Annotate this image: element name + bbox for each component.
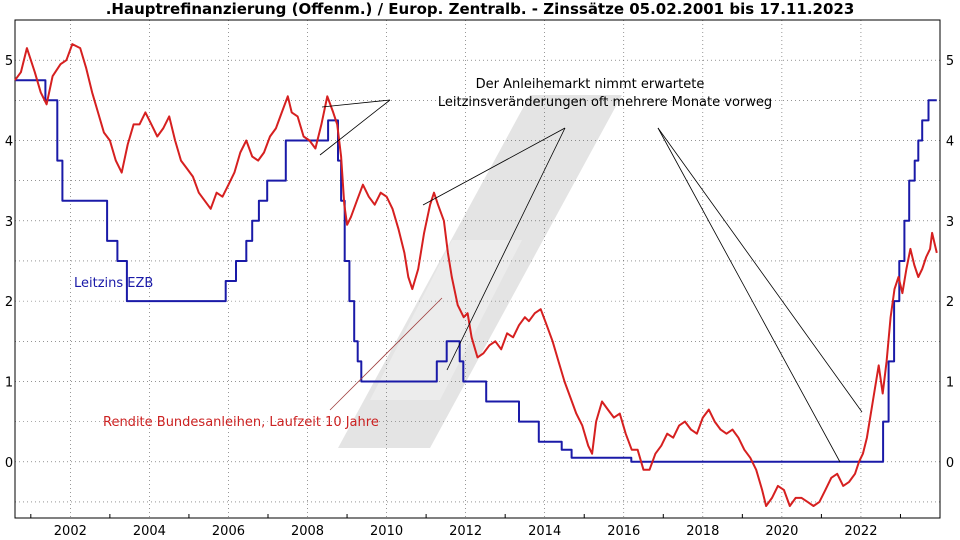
series-line-leitzins (15, 79, 937, 463)
annotation-line-1: Der Anleihemarkt nimmt erwartete (476, 77, 705, 92)
annotation-line-2: Leitzinsveränderungen oft mehrere Monate… (438, 95, 772, 110)
y-tick-label-right: 4 (946, 134, 954, 149)
y-tick-label-left: 4 (5, 134, 13, 149)
x-tick-label: 2004 (133, 524, 166, 539)
y-tick-label-right: 1 (946, 375, 954, 390)
x-tick-label: 2012 (449, 524, 482, 539)
series-label-leitzins: Leitzins EZB (74, 276, 153, 291)
chart-title: .Hauptrefinanzierung (Offenm.) / Europ. … (106, 0, 855, 18)
x-tick-label: 2002 (54, 524, 87, 539)
annotation-arrow-line (446, 127, 566, 371)
x-tick-label: 2008 (291, 524, 324, 539)
x-tick-label: 2014 (528, 524, 561, 539)
annotation-arrow-line (321, 99, 391, 108)
annotation-arrows (319, 99, 863, 463)
x-tick-label: 2016 (607, 524, 640, 539)
watermark-slash-small (370, 240, 522, 400)
annotation-arrow-line (319, 99, 391, 156)
x-tick-label: 2010 (370, 524, 403, 539)
series-line-rendite (14, 43, 938, 507)
plot-frame (14, 19, 941, 519)
y-tick-label-right: 0 (946, 456, 954, 471)
annotation-arrow-line (422, 127, 566, 206)
y-tick-label-right: 5 (946, 54, 954, 69)
y-axis-left: 0 1 2 3 4 5 (5, 54, 13, 471)
y-tick-label-left: 1 (5, 375, 13, 390)
y-tick-label-right: 3 (946, 215, 954, 230)
annotation-arrow-line (657, 127, 863, 413)
grid (15, 19, 941, 518)
annotation-arrow-line (657, 127, 841, 463)
x-tick-label: 2006 (212, 524, 245, 539)
x-tick-label: 2022 (844, 524, 877, 539)
y-axis-right: 0 1 2 3 4 5 (946, 54, 954, 471)
series-group (14, 43, 938, 507)
x-axis: 2002 2004 2006 2008 2010 2012 2014 2016 2018 2020… (54, 524, 878, 539)
y-tick-label-left: 5 (5, 54, 13, 69)
x-tick-label: 2018 (686, 524, 719, 539)
y-tick-label-left: 2 (5, 295, 13, 310)
y-tick-label-left: 0 (5, 456, 13, 471)
series-label-rendite: Rendite Bundesanleihen, Laufzeit 10 Jahr… (103, 415, 379, 430)
y-tick-label-left: 3 (5, 215, 13, 230)
annotation-arrow-line (329, 297, 443, 411)
y-tick-label-right: 2 (946, 295, 954, 310)
x-tick-label: 2020 (765, 524, 798, 539)
watermark (338, 95, 622, 448)
